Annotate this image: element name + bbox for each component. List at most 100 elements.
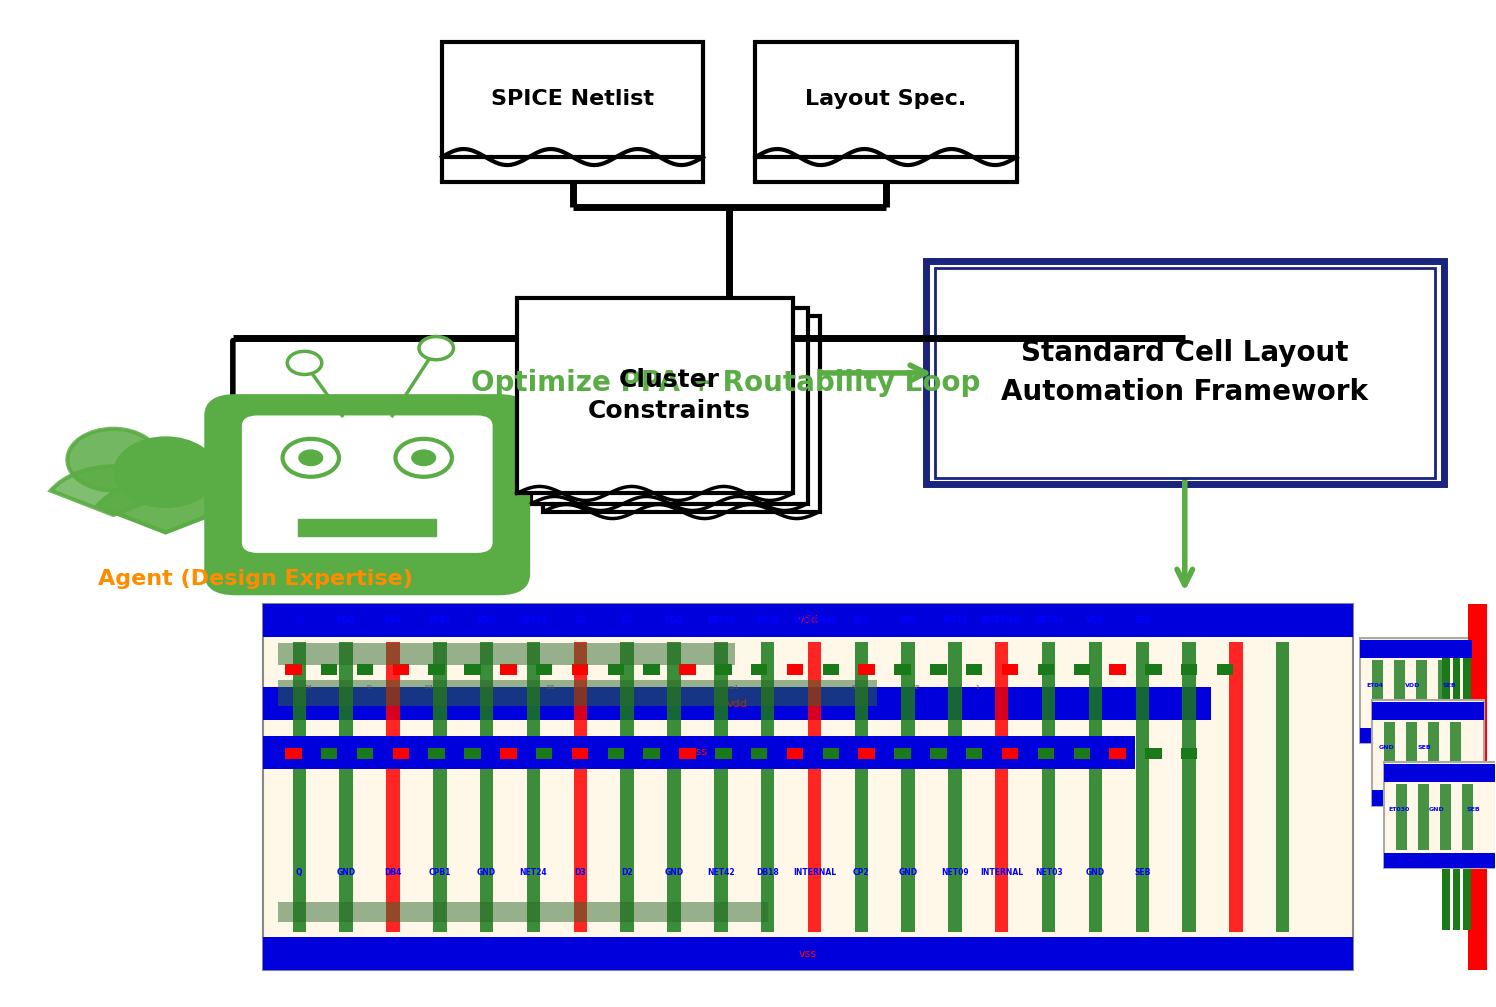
FancyBboxPatch shape [895, 665, 911, 676]
FancyBboxPatch shape [823, 747, 839, 758]
FancyBboxPatch shape [293, 642, 307, 932]
Text: D3: D3 [574, 615, 586, 624]
Circle shape [395, 439, 452, 476]
FancyBboxPatch shape [1180, 747, 1197, 758]
FancyBboxPatch shape [787, 665, 803, 676]
FancyBboxPatch shape [1360, 637, 1472, 743]
Text: NET39: NET39 [519, 615, 548, 624]
FancyBboxPatch shape [931, 747, 947, 758]
FancyBboxPatch shape [1384, 722, 1394, 787]
Text: GND: GND [1429, 808, 1444, 813]
Text: GND: GND [664, 868, 684, 876]
FancyBboxPatch shape [278, 643, 736, 666]
FancyBboxPatch shape [1453, 644, 1460, 930]
FancyBboxPatch shape [1182, 642, 1195, 932]
FancyBboxPatch shape [531, 308, 808, 504]
Text: CPB1: CPB1 [428, 615, 450, 624]
Text: NET42: NET42 [708, 868, 735, 876]
FancyBboxPatch shape [1418, 784, 1429, 850]
FancyBboxPatch shape [1384, 853, 1496, 868]
FancyBboxPatch shape [536, 665, 552, 676]
FancyBboxPatch shape [1276, 642, 1290, 932]
FancyBboxPatch shape [1216, 665, 1233, 676]
Text: GND: GND [477, 868, 497, 876]
Text: VDD: VDD [664, 615, 684, 624]
Text: D4: D4 [425, 685, 434, 690]
Text: SEB: SEB [1134, 615, 1150, 624]
FancyBboxPatch shape [1180, 665, 1197, 676]
Text: D2: D2 [621, 868, 633, 876]
FancyBboxPatch shape [1002, 665, 1019, 676]
Text: INTERNAL: INTERNAL [793, 868, 836, 876]
Text: NET24: NET24 [519, 868, 548, 876]
FancyBboxPatch shape [432, 642, 446, 932]
Text: SEB: SEB [1468, 808, 1481, 813]
FancyBboxPatch shape [948, 642, 962, 932]
FancyBboxPatch shape [527, 642, 540, 932]
FancyBboxPatch shape [1417, 660, 1427, 725]
FancyBboxPatch shape [242, 416, 492, 552]
FancyBboxPatch shape [1089, 642, 1103, 932]
Text: Optimize PPA + Routability Loop: Optimize PPA + Routability Loop [471, 369, 980, 397]
FancyBboxPatch shape [607, 747, 624, 758]
FancyBboxPatch shape [715, 665, 732, 676]
Text: NET54: NET54 [708, 615, 735, 624]
FancyBboxPatch shape [1146, 665, 1161, 676]
FancyBboxPatch shape [667, 642, 681, 932]
Text: Standard Cell Layout
Automation Framework: Standard Cell Layout Automation Framewor… [1001, 339, 1369, 407]
FancyBboxPatch shape [286, 747, 302, 758]
Wedge shape [97, 479, 233, 533]
Circle shape [419, 336, 453, 359]
FancyBboxPatch shape [966, 747, 983, 758]
Circle shape [115, 438, 215, 506]
Text: ET030: ET030 [1388, 808, 1409, 813]
FancyBboxPatch shape [859, 747, 875, 758]
FancyBboxPatch shape [1372, 790, 1484, 806]
FancyBboxPatch shape [966, 665, 983, 676]
FancyBboxPatch shape [278, 902, 767, 922]
Text: CPB1: CPB1 [428, 868, 450, 876]
FancyBboxPatch shape [995, 642, 1008, 932]
FancyBboxPatch shape [1146, 747, 1161, 758]
Text: INTERNAL: INTERNAL [980, 615, 1023, 624]
FancyBboxPatch shape [500, 747, 516, 758]
Text: Cluster
Constraints: Cluster Constraints [588, 368, 751, 423]
FancyBboxPatch shape [1041, 642, 1055, 932]
Text: DB18: DB18 [757, 615, 779, 624]
Text: CP2: CP2 [853, 615, 869, 624]
FancyBboxPatch shape [1450, 722, 1460, 787]
FancyBboxPatch shape [755, 41, 1017, 157]
FancyBboxPatch shape [441, 41, 703, 157]
Circle shape [283, 439, 340, 476]
FancyBboxPatch shape [1360, 639, 1472, 658]
FancyBboxPatch shape [1396, 784, 1406, 850]
FancyBboxPatch shape [823, 665, 839, 676]
FancyBboxPatch shape [298, 519, 437, 536]
Text: VDD: VDD [1405, 683, 1420, 688]
Text: NET09: NET09 [941, 868, 969, 876]
FancyBboxPatch shape [751, 747, 767, 758]
FancyBboxPatch shape [1406, 722, 1417, 787]
FancyBboxPatch shape [1230, 642, 1243, 932]
FancyBboxPatch shape [1468, 604, 1487, 971]
FancyBboxPatch shape [1372, 660, 1382, 725]
FancyBboxPatch shape [263, 604, 1352, 637]
Text: GND: GND [337, 868, 356, 876]
Text: Q: Q [296, 868, 302, 876]
Text: D: D [367, 685, 371, 690]
FancyBboxPatch shape [607, 665, 624, 676]
FancyBboxPatch shape [902, 642, 916, 932]
Circle shape [287, 351, 322, 375]
Text: ET04: ET04 [1367, 683, 1384, 688]
FancyBboxPatch shape [1110, 665, 1126, 676]
Text: vdd: vdd [797, 615, 818, 625]
FancyBboxPatch shape [1463, 644, 1471, 930]
Text: VDD: VDD [337, 615, 356, 624]
FancyBboxPatch shape [322, 665, 338, 676]
FancyBboxPatch shape [205, 396, 528, 594]
Circle shape [411, 449, 437, 466]
Text: Layout Spec.: Layout Spec. [805, 90, 966, 110]
FancyBboxPatch shape [1372, 702, 1484, 720]
FancyBboxPatch shape [480, 642, 494, 932]
FancyBboxPatch shape [1110, 747, 1126, 758]
